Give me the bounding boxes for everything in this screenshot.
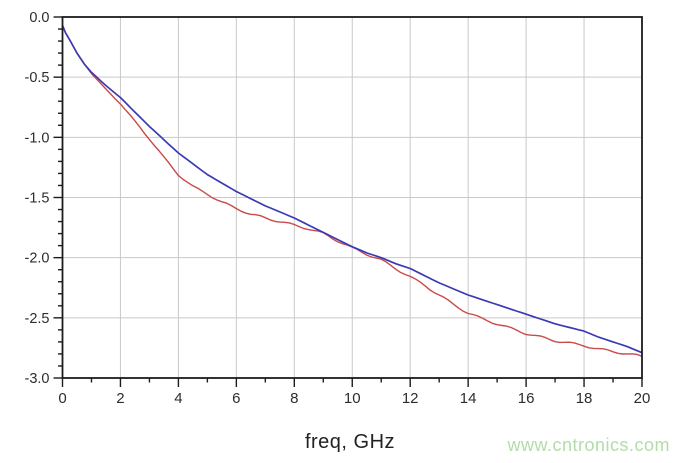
x-tick-label: 14	[460, 390, 477, 407]
axis-ticks	[53, 16, 643, 387]
x-tick-label: 4	[174, 390, 182, 407]
y-tick-label: -2.0	[25, 251, 50, 267]
blue-trace-curve	[61, 25, 643, 354]
y-tick-label: -0.5	[25, 70, 50, 86]
grid-lines	[62, 17, 642, 378]
x-tick-label: 8	[290, 390, 298, 407]
y-tick-label: -2.5	[25, 311, 50, 327]
watermark-text: www.cntronics.com	[507, 435, 670, 455]
x-tick-label: 6	[232, 390, 240, 407]
x-tick-label: 10	[344, 390, 361, 407]
x-tick-label: 20	[634, 390, 651, 407]
y-tick-label: -1.5	[25, 191, 50, 207]
y-tick-label: -1.0	[25, 130, 50, 146]
x-tick-labels: 0 2 4 6 8 10 12 14 16 18 20	[58, 390, 650, 407]
x-tick-label: 0	[58, 390, 66, 407]
x-axis-title: freq, GHz	[304, 431, 396, 453]
x-tick-label: 16	[518, 390, 535, 407]
x-tick-label: 2	[116, 390, 124, 407]
x-tick-label: 18	[576, 390, 593, 407]
y-tick-label: -3.0	[25, 371, 50, 387]
y-tick-labels: 0.0 -0.5 -1.0 -1.5 -2.0 -2.5 -3.0	[25, 10, 50, 387]
y-tick-label: 0.0	[29, 10, 49, 26]
x-tick-label: 12	[402, 390, 419, 407]
